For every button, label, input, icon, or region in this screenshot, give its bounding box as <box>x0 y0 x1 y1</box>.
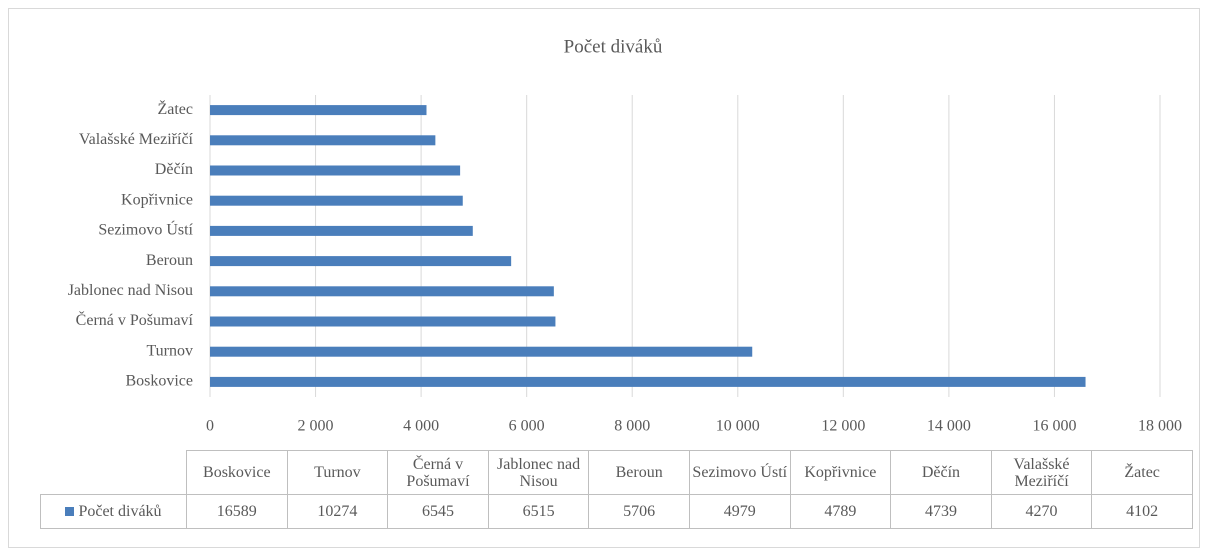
table-header-cell: Děčín <box>890 450 992 495</box>
table-value-cell: 4789 <box>789 494 892 529</box>
x-tick-label: 12 000 <box>821 418 865 435</box>
bar <box>210 105 427 116</box>
x-tick-label: 10 000 <box>716 418 760 435</box>
table-header-cell: Turnov <box>286 450 389 495</box>
y-tick-label: Turnov <box>146 342 193 359</box>
y-tick-label: Beroun <box>146 252 193 269</box>
table-value-cell: 4270 <box>990 494 1093 529</box>
table-header-cell: Jablonec nad Nisou <box>487 450 590 495</box>
chart-title: Počet diváků <box>564 36 663 57</box>
x-tick-label: 4 000 <box>403 418 439 435</box>
bar <box>210 165 461 176</box>
legend-key <box>65 507 75 516</box>
x-tick-label: 18 000 <box>1138 418 1182 435</box>
legend-cell: Počet diváků <box>40 494 187 529</box>
x-tick-label: 14 000 <box>927 418 971 435</box>
table-header-row: Boskovice Turnov Černá v Pošumaví Jablonec … <box>41 450 1193 495</box>
x-tick-label: 2 000 <box>298 418 334 435</box>
x-tick-label: 16 000 <box>1032 418 1076 435</box>
bar <box>210 346 753 357</box>
y-tick-label: Kopřivnice <box>121 191 193 208</box>
table-header-cell: Boskovice <box>186 450 288 495</box>
legend-label: Počet diváků <box>78 503 162 520</box>
y-tick-label: Žatec <box>157 99 193 118</box>
bar <box>210 376 1086 387</box>
table-value-cell: 5706 <box>588 494 690 529</box>
x-tick-label: 8 000 <box>614 418 650 435</box>
bar <box>210 256 512 267</box>
table-value-cell: 4102 <box>1091 494 1193 529</box>
table-value-cell: 6545 <box>387 494 489 529</box>
table-header-cell: Valašské Meziříčí <box>990 450 1093 495</box>
table-header-cell: Kopřivnice <box>789 450 892 495</box>
y-tick-label: Sezimovo Ústí <box>98 220 193 239</box>
bar <box>210 225 473 236</box>
bar <box>210 195 463 206</box>
table-value-cell: 4739 <box>890 494 992 529</box>
table-header-cell: Žatec <box>1091 450 1193 495</box>
table-header-cell: Černá v Pošumaví <box>387 450 489 495</box>
bar <box>210 135 436 146</box>
table-header-cell: Beroun <box>588 450 690 495</box>
y-tick-label: Valašské Meziříčí <box>79 131 194 148</box>
data-table: Boskovice Turnov Černá v Pošumaví Jablonec … <box>40 450 1193 529</box>
table-header-cell: Sezimovo Ústí <box>688 450 791 495</box>
table-value-cell: 10274 <box>286 494 389 529</box>
table-data-row: Počet diváků 16589 10274 6545 6515 5706 4979 47… <box>40 494 1193 529</box>
x-tick-label: 0 <box>206 418 214 435</box>
table-value-cell: 6515 <box>487 494 590 529</box>
y-tick-label: Děčín <box>155 161 193 178</box>
y-tick-label: Jablonec nad Nisou <box>68 282 193 299</box>
bar <box>210 316 556 327</box>
y-tick-label: Černá v Pošumaví <box>76 310 194 329</box>
y-tick-label: Boskovice <box>125 373 193 390</box>
table-value-cell: 16589 <box>186 494 288 529</box>
table-corner <box>41 451 187 495</box>
bar <box>210 286 554 297</box>
x-tick-label: 6 000 <box>509 418 545 435</box>
table-value-cell: 4979 <box>688 494 791 529</box>
